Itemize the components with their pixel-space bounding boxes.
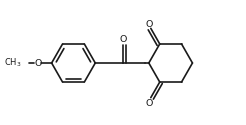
Text: O: O <box>146 100 153 108</box>
Text: O: O <box>146 20 153 28</box>
Text: O: O <box>34 58 41 68</box>
Text: O: O <box>119 34 127 43</box>
Text: $\mathregular{CH_3}$: $\mathregular{CH_3}$ <box>4 57 22 69</box>
